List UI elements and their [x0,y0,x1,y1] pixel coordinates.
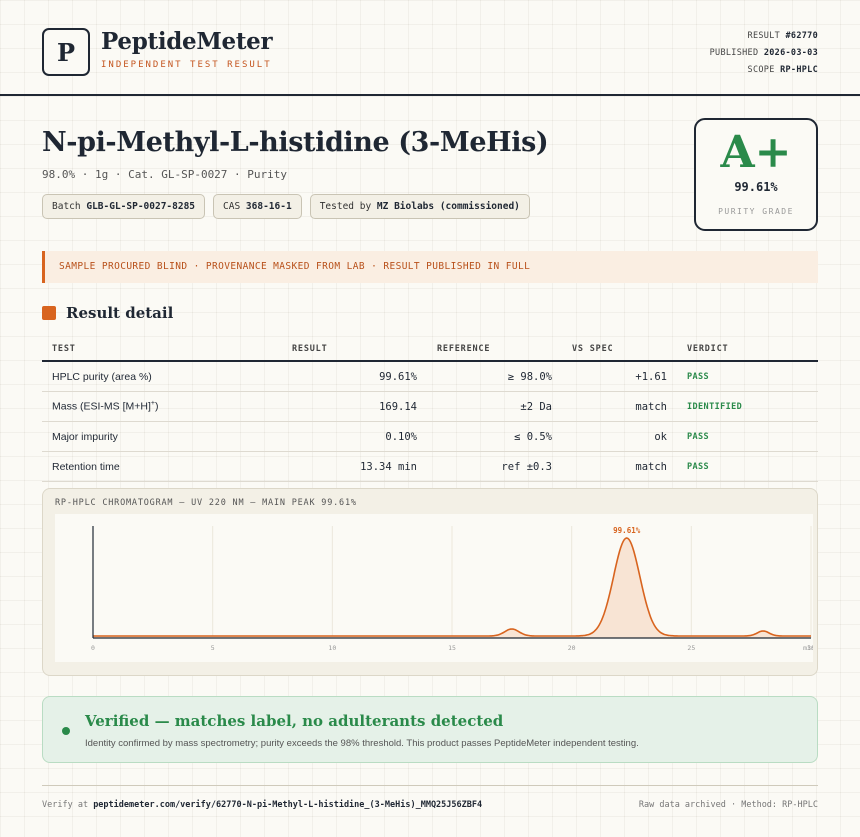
col-result: RESULT [282,338,427,362]
x-tick-label: 5 [211,644,215,652]
col-test: TEST [42,338,282,362]
cell-test: Major impurity [42,421,282,452]
col-vs-spec: VS SPEC [562,338,677,362]
x-tick-label: 20 [568,644,576,652]
cell-result: 13.34 min [282,451,427,482]
chart-plot-area: 0 5 10 15 20 25 30 min 99.61% [55,514,813,662]
verified-dot-icon [62,727,70,735]
cell-test: Mass (ESI-MS [M+H]+) [42,391,282,422]
cas-chip: CAS 368-16-1 [213,194,302,219]
cell-test: Retention time [42,451,282,482]
verify-link[interactable]: peptidemeter.com/verify/62770-N-pi-Methy… [93,800,483,810]
verdict-body: Identity confirmed by mass spectrometry;… [85,738,639,749]
chart-title: RP-HPLC CHROMATOGRAM — UV 220 NM — MAIN … [55,498,357,508]
table-row: Major impurity 0.10% ≤ 0.5% ok PASS [42,421,818,452]
x-tick-label: 0 [91,644,95,652]
verdict-title: Verified — matches label, no adulterants… [85,712,504,730]
x-tick-label: 15 [448,644,456,652]
cell-verdict: PASS [677,421,818,452]
grade-value: 99.61% [734,180,778,194]
chromatogram-card: RP-HPLC CHROMATOGRAM — UV 220 NM — MAIN … [42,488,818,676]
product-chips: Batch GLB-GL-SP-0027-8285 CAS 368-16-1 T… [42,194,530,219]
meta-result: RESULT #62770 [747,31,818,41]
signal-area [93,538,811,638]
cell-verdict: IDENTIFIED [677,391,818,422]
provenance-notice: SAMPLE PROCURED BLIND · PROVENANCE MASKE… [42,251,818,283]
section-title: Result detail [66,304,174,322]
cell-reference: ≤ 0.5% [427,421,562,452]
cell-verdict: PASS [677,361,818,392]
peak-label: 99.61% [613,526,641,535]
footer-method: Raw data archived · Method: RP-HPLC [638,800,818,810]
table-row: Retention time 13.34 min ref ±0.3 match … [42,451,818,482]
cell-vs-spec: match [562,391,677,422]
section-marker-icon [42,306,56,320]
logo-mark: P [42,28,90,76]
result-table: TEST RESULT REFERENCE VS SPEC VERDICT HP… [42,338,818,482]
col-verdict: VERDICT [677,338,818,362]
verify-text: Verify at peptidemeter.com/verify/62770-… [42,800,483,810]
grade-label: PURITY GRADE [718,207,794,216]
tested-by-chip: Tested by MZ Biolabs (commissioned) [309,194,530,219]
purity-grade-card: A+ 99.61% PURITY GRADE [694,118,818,231]
result-meta: RESULT #62770 PUBLISHED 2026-03-03 SCOPE… [710,28,818,79]
product-title: N-pi-Methyl-L-histidine (3-MeHis) [42,127,549,158]
x-tick-label: 10 [328,644,336,652]
cell-reference: ref ±0.3 [427,451,562,482]
header-divider [0,94,860,96]
cell-result: 0.10% [282,421,427,452]
x-unit-label: min [803,644,813,652]
table-row: HPLC purity (area %) 99.61% ≥ 98.0% +1.6… [42,361,818,392]
cell-reference: ±2 Da [427,391,562,422]
meta-scope: SCOPE RP-HPLC [747,65,818,75]
x-tick-label: 25 [687,644,695,652]
table-row: Mass (ESI-MS [M+H]+) 169.14 ±2 Da match … [42,391,818,422]
cell-verdict: PASS [677,451,818,482]
x-tick-label: 30 [807,644,813,652]
grade-letter: A+ [720,127,792,178]
meta-published: PUBLISHED 2026-03-03 [709,48,818,58]
cell-vs-spec: ok [562,421,677,452]
cell-result: 99.61% [282,361,427,392]
cell-vs-spec: match [562,451,677,482]
product-subtitle: 98.0% · 1g · Cat. GL-SP-0027 · Purity [42,168,288,181]
section-header: Result detail [42,304,173,322]
footer-divider [42,785,818,786]
col-reference: REFERENCE [427,338,562,362]
cell-test: HPLC purity (area %) [42,361,282,392]
cell-vs-spec: +1.61 [562,361,677,392]
cell-result: 169.14 [282,391,427,422]
batch-chip: Batch GLB-GL-SP-0027-8285 [42,194,206,219]
table-header-row: TEST RESULT REFERENCE VS SPEC VERDICT [42,338,818,362]
brand-subtitle: INDEPENDENT TEST RESULT [101,60,272,70]
brand-name: PeptideMeter [101,28,273,55]
verdict-banner: Verified — matches label, no adulterants… [42,696,818,763]
cell-reference: ≥ 98.0% [427,361,562,392]
signal-line [93,537,811,637]
